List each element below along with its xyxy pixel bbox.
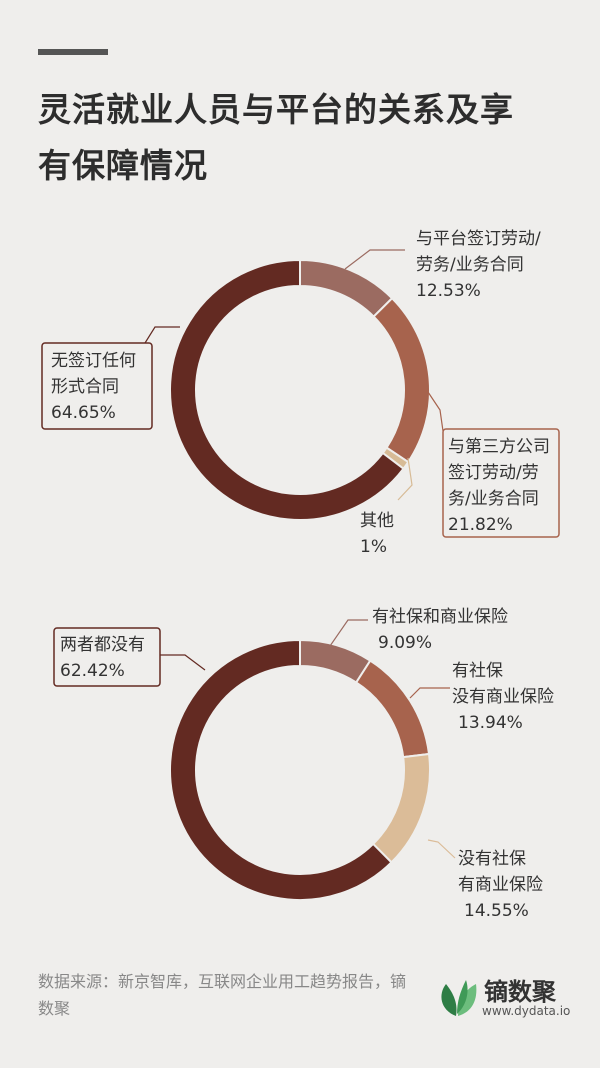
brand-logo: 镝数聚 www.dydata.io: [436, 970, 586, 1026]
label-slice-4: 无签订任何形式合同 64.65%: [51, 351, 136, 423]
label-slice-1-line-2: 劳务/业务合同: [416, 255, 524, 275]
page-title: 灵活就业人员与平台的关系及享 有保障情况: [38, 82, 558, 194]
label-slice-2: 与第三方公司签订劳动/劳务/业务合同 21.82%: [448, 437, 550, 535]
label-slice-2-line-1: 与第三方公司: [448, 437, 550, 457]
label-slice-4-line-1: 两者都没有: [60, 635, 145, 655]
donut-labels: 与平台签订劳动/劳务/业务合同 12.53% 与第三方公司签订劳动/劳务/业务合同…: [41, 229, 560, 557]
value-slice-2: 13.94%: [458, 713, 523, 733]
value-slice-2: 21.82%: [448, 515, 513, 535]
value-slice-4: 64.65%: [51, 403, 116, 423]
label-slice-1-line-1: 有社保和商业保险: [372, 607, 508, 627]
leader-line-slice-1: [329, 619, 368, 647]
leader-line-slice-4: [160, 654, 206, 671]
leader-line-slice-4: [144, 326, 180, 344]
label-slice-2-line-2: 没有商业保险: [452, 687, 554, 707]
label-slice-1: 与平台签订劳动/劳务/业务合同 12.53%: [416, 229, 541, 301]
donut-labels: 有社保和商业保险 9.09% 有社保没有商业保险 13.94% 没有社保有商业保险 1…: [53, 607, 554, 921]
value-slice-1: 9.09%: [378, 633, 432, 653]
donut-chart-insurance: 有社保和商业保险 9.09% 有社保没有商业保险 13.94% 没有社保有商业保险 1…: [53, 607, 554, 921]
label-box-slice-4: [53, 627, 161, 687]
leader-line-slice-3: [427, 839, 456, 859]
value-slice-1: 12.53%: [416, 281, 481, 301]
donut-slice-4: [169, 258, 405, 521]
label-slice-2-line-2: 签订劳动/劳: [448, 463, 539, 483]
label-slice-3-line-1: 没有社保: [458, 849, 526, 869]
donut-slice-4: [169, 638, 393, 901]
label-box-slice-2: [442, 428, 560, 538]
donut-arcs: [169, 638, 431, 901]
donut-arcs: [169, 258, 431, 521]
label-slice-3: 其他 1%: [360, 511, 394, 557]
label-slice-1: 有社保和商业保险 9.09%: [372, 607, 508, 653]
label-slice-4: 两者都没有 62.42%: [60, 635, 145, 681]
label-slice-4-line-2: 形式合同: [51, 377, 119, 397]
label-slice-3-line-2: 有商业保险: [458, 875, 543, 895]
donut-slice-3: [371, 752, 431, 864]
leaf-icon: [441, 980, 477, 1016]
title-line-1: 灵活就业人员与平台的关系及享: [38, 90, 514, 129]
value-slice-3: 14.55%: [464, 901, 529, 921]
label-slice-4-line-1: 无签订任何: [51, 351, 136, 371]
leader-line-slice-1: [344, 249, 405, 270]
title-line-2: 有保障情况: [38, 146, 208, 185]
label-slice-1-line-1: 与平台签订劳动/: [416, 229, 541, 249]
donut-chart-contract: 与平台签订劳动/劳务/业务合同 12.53% 与第三方公司签订劳动/劳务/业务合同…: [41, 229, 560, 557]
label-slice-3: 没有社保有商业保险 14.55%: [458, 849, 543, 921]
logo-url: www.dydata.io: [482, 1004, 571, 1018]
donut-slice-2: [372, 296, 431, 464]
leader-line-slice-3: [397, 457, 413, 501]
label-slice-3-line-1: 其他: [360, 511, 394, 531]
value-slice-4: 62.42%: [60, 661, 125, 681]
leader-line-slice-2: [423, 385, 444, 432]
label-slice-2: 有社保没有商业保险 13.94%: [452, 661, 554, 733]
leader-line-slice-2: [409, 687, 450, 699]
logo-name: 镝数聚: [484, 978, 556, 1006]
donut-slice-2: [354, 659, 431, 759]
label-slice-2-line-3: 务/业务合同: [448, 489, 539, 509]
label-box-slice-4: [41, 342, 153, 430]
value-slice-3: 1%: [360, 537, 387, 557]
title-accent-bar: [38, 49, 108, 55]
data-source-note: 数据来源：新京智库，互联网企业用工趋势报告，镝数聚: [38, 972, 407, 1018]
label-slice-2-line-1: 有社保: [452, 661, 503, 681]
